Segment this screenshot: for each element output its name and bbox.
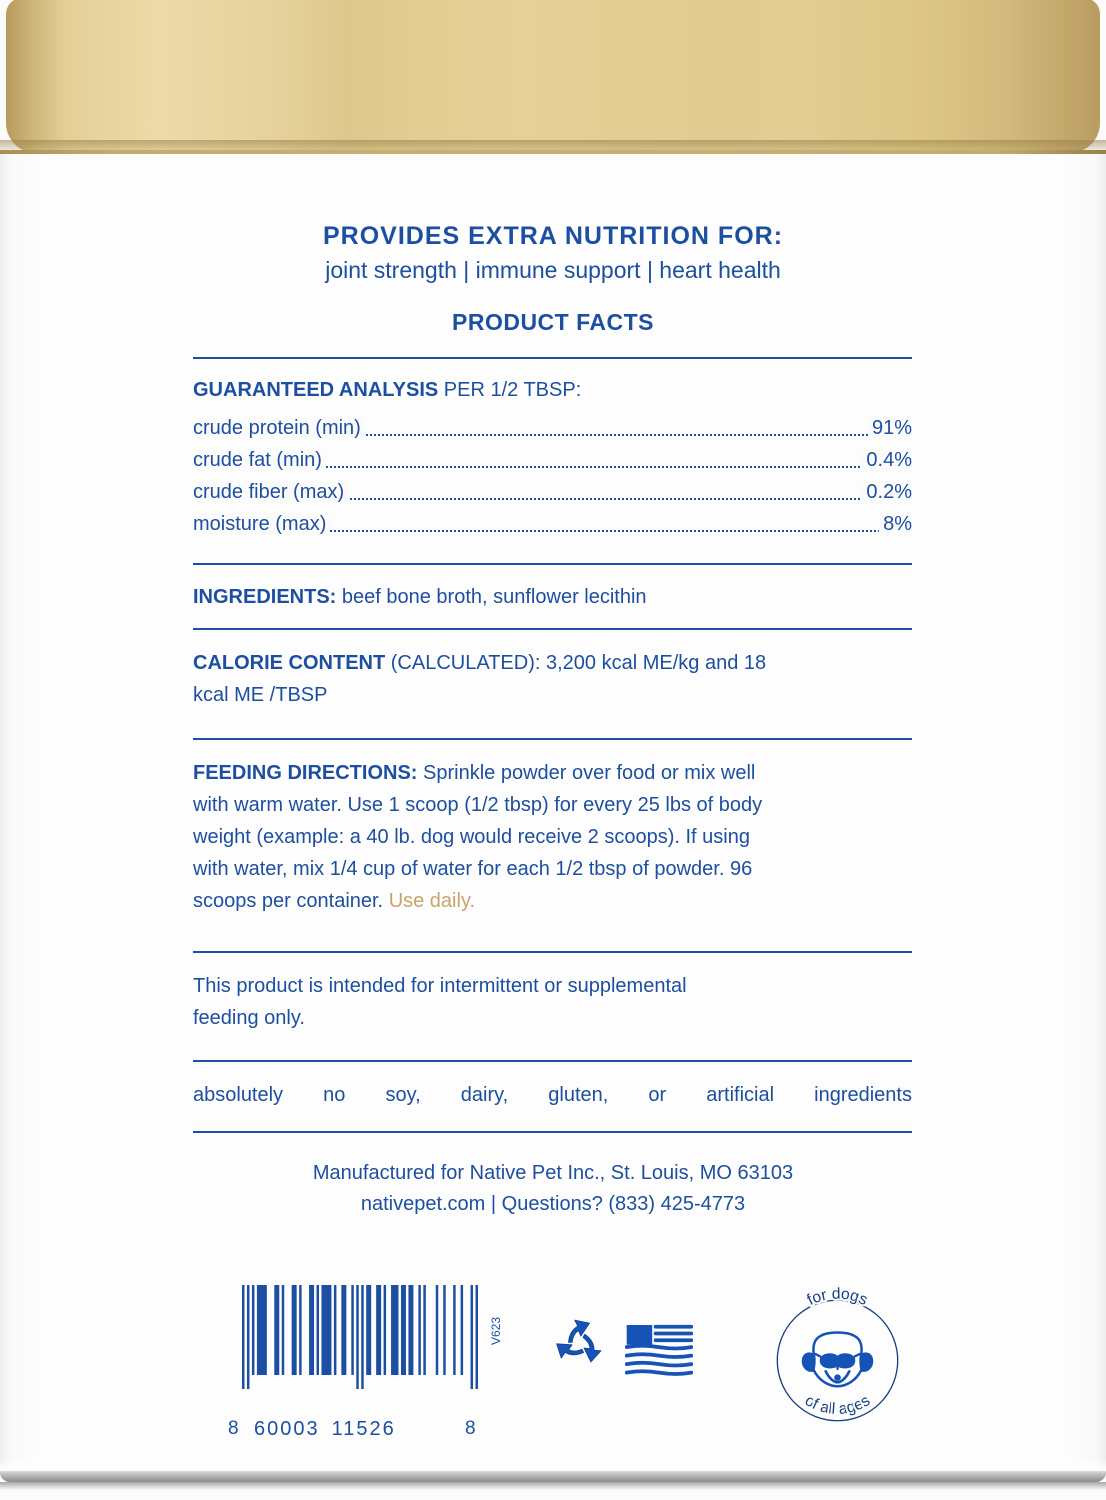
svg-text:for dogs: for dogs (805, 1286, 871, 1309)
svg-text:of all ages: of all ages (802, 1392, 874, 1418)
